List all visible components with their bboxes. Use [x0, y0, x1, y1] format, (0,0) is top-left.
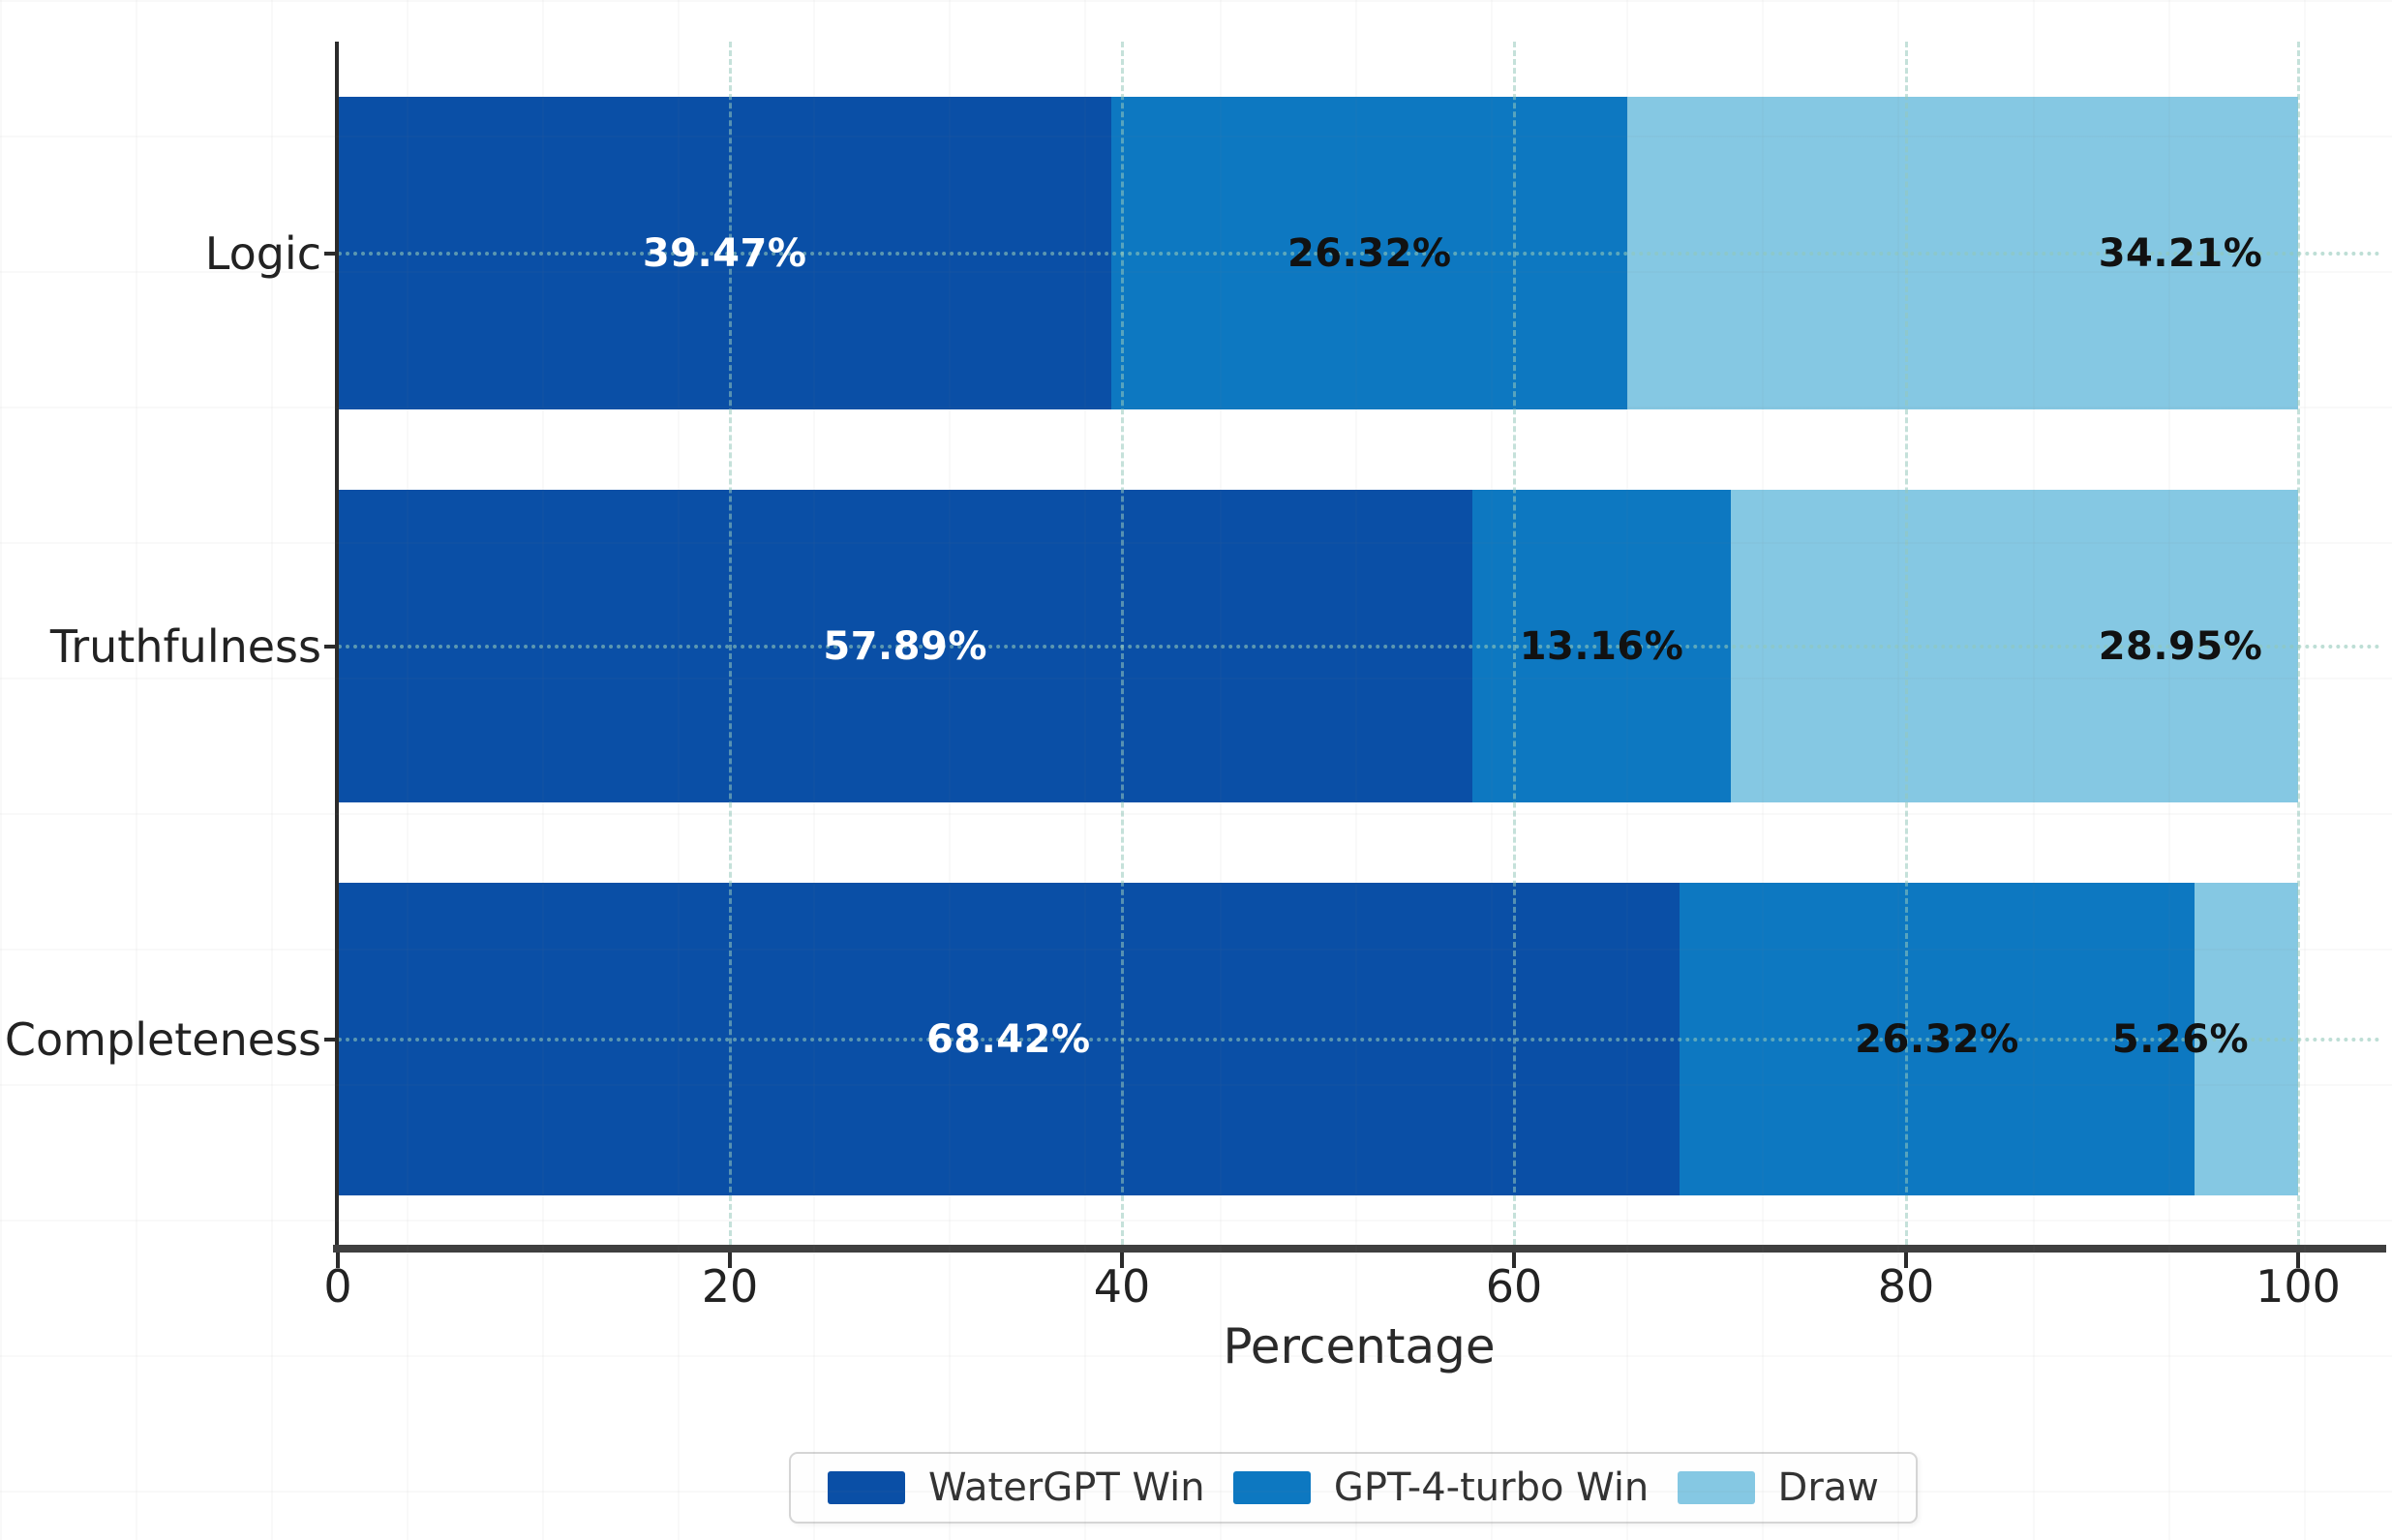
gridline-vertical: [1121, 42, 1124, 1245]
x-tick-mark: [336, 1253, 340, 1268]
x-tick-label-20: 20: [701, 1260, 759, 1313]
y-tick-mark: [324, 644, 338, 649]
gridline-vertical: [2297, 42, 2300, 1245]
value-label: 26.32%: [1855, 1016, 2019, 1062]
legend: WaterGPT Win GPT-4-turbo Win Draw: [789, 1452, 1918, 1524]
value-label: 34.21%: [2098, 230, 2263, 276]
gridline-vertical: [1905, 42, 1908, 1245]
x-tick-label-0: 0: [323, 1260, 352, 1313]
x-tick-mark: [1904, 1253, 1908, 1268]
value-label: 57.89%: [823, 623, 987, 669]
legend-swatch-gpt4turbo-win: [1232, 1471, 1311, 1504]
y-tick-label-truthfulness: Truthfulness: [49, 619, 321, 673]
gridline-vertical: [729, 42, 732, 1245]
legend-item-watergpt-win: WaterGPT Win: [828, 1465, 1205, 1510]
y-tick-mark: [324, 251, 338, 256]
y-tick-mark: [324, 1037, 338, 1042]
y-tick-label-logic: Logic: [204, 226, 321, 280]
value-label: 26.32%: [1287, 230, 1452, 276]
value-label: 28.95%: [2098, 623, 2263, 669]
x-tick-mark: [728, 1253, 732, 1268]
legend-swatch-draw: [1677, 1471, 1755, 1504]
value-label: 5.26%: [2111, 1016, 2250, 1062]
y-axis-spine: [335, 42, 339, 1245]
y-tick-label-completeness: Completeness: [4, 1012, 321, 1066]
x-tick-label-60: 60: [1485, 1260, 1543, 1313]
legend-swatch-watergpt-win: [828, 1471, 905, 1504]
gridline-horizontal: [338, 251, 2381, 256]
value-label: 39.47%: [642, 230, 807, 276]
x-tick-mark: [1512, 1253, 1516, 1268]
legend-label: WaterGPT Win: [928, 1465, 1205, 1510]
x-axis-title: Percentage: [1223, 1318, 1496, 1374]
value-label: 13.16%: [1519, 623, 1684, 669]
value-label: 68.42%: [925, 1016, 1091, 1062]
x-tick-mark: [1120, 1253, 1124, 1268]
legend-item-gpt4turbo-win: GPT-4-turbo Win: [1232, 1465, 1650, 1510]
x-tick-label-40: 40: [1093, 1260, 1151, 1313]
gridline-vertical: [1513, 42, 1516, 1245]
x-axis-spine: [333, 1245, 2386, 1253]
gridline-horizontal: [338, 1037, 2381, 1042]
legend-label: Draw: [1777, 1465, 1879, 1510]
gridline-horizontal: [338, 644, 2381, 649]
legend-label: GPT-4-turbo Win: [1333, 1465, 1650, 1510]
x-tick-label-100: 100: [2256, 1260, 2341, 1313]
x-tick-mark: [2296, 1253, 2300, 1268]
legend-item-draw: Draw: [1677, 1465, 1879, 1510]
x-tick-label-80: 80: [1877, 1260, 1935, 1313]
